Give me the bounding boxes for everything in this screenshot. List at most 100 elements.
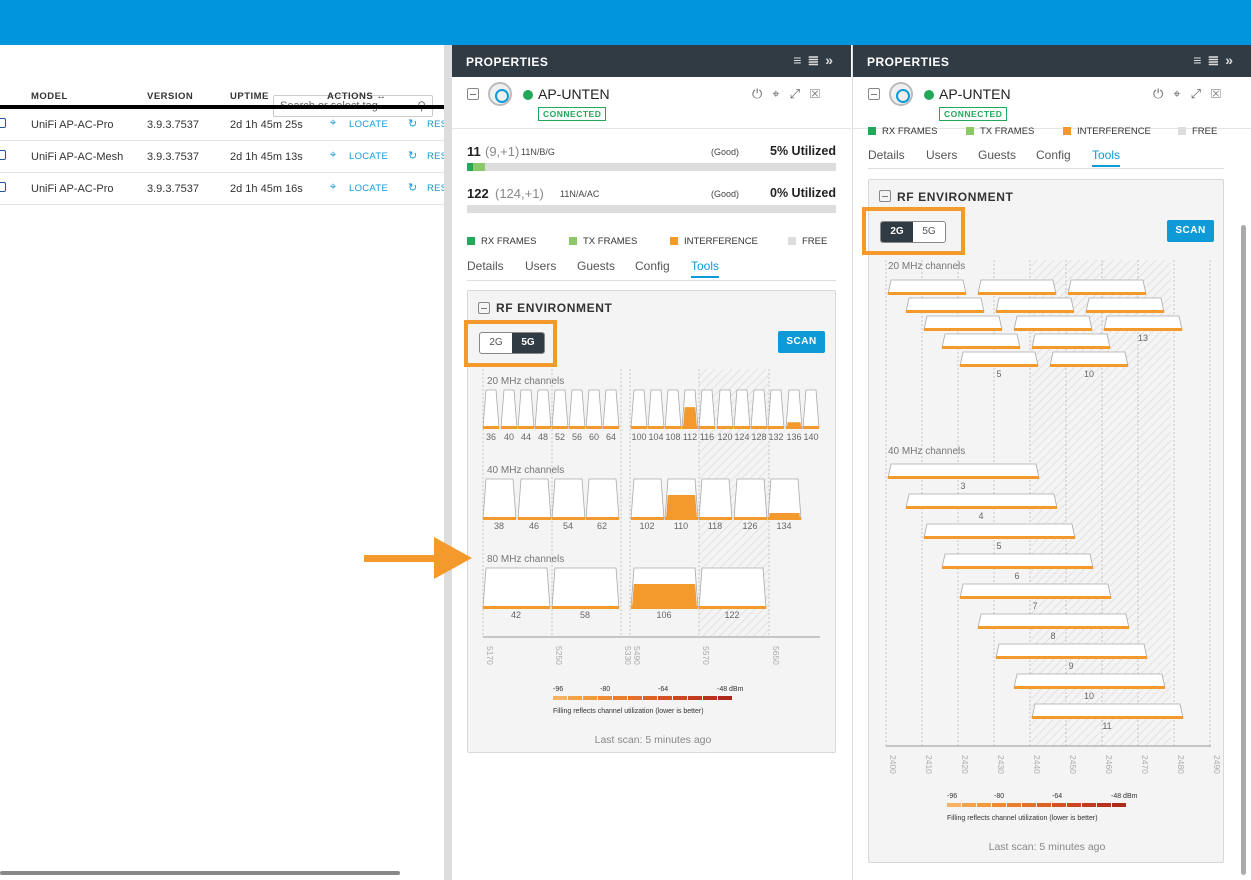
channel-label-80: 122	[724, 610, 739, 620]
dbm-swatch	[1097, 803, 1111, 807]
col-uptime[interactable]: UPTIME	[230, 91, 269, 102]
status-badge: CONNECTED	[538, 107, 607, 121]
legend-swatch	[1063, 127, 1071, 135]
expand-icon[interactable]: ⤢	[789, 86, 811, 101]
locate-button[interactable]: LOCATE	[349, 151, 389, 162]
channel-40-38	[482, 478, 517, 520]
tab-config[interactable]: Config	[1036, 148, 1071, 162]
tab-tools[interactable]: Tools	[691, 259, 720, 278]
channel-20-4-bar	[942, 346, 1020, 349]
restart-button[interactable]: REST	[427, 151, 446, 162]
channel-20-3-bar	[924, 328, 1002, 331]
rf-title: RF ENVIRONMENT	[897, 190, 1014, 204]
vertical-scrollbar[interactable]	[1241, 225, 1246, 875]
table-row[interactable]: UniFi AP-AC-Mesh 3.9.3.7537 2d 1h 45m 13s ⌖…	[0, 141, 446, 173]
restart-button[interactable]: REST	[427, 119, 446, 130]
channel-label-20: 132	[768, 432, 783, 442]
channel-20-132	[767, 389, 785, 429]
radio-ext: (124,+1)	[495, 186, 544, 201]
freq-tick: 2440	[1032, 755, 1042, 774]
locate-icon[interactable]: ⌖	[330, 181, 337, 193]
table-row[interactable]: UniFi AP-AC-Pro 3.9.3.7537 2d 1h 45m 25s ⌖ L…	[0, 109, 446, 141]
locate-icon[interactable]: ⌖	[1173, 86, 1191, 101]
table-row[interactable]: UniFi AP-AC-Pro 3.9.3.7537 2d 1h 45m 16s ⌖ L…	[0, 173, 446, 205]
collapse-button[interactable]	[467, 88, 479, 100]
device-icon	[0, 150, 6, 160]
freq-tick: 5650	[771, 646, 781, 665]
channel-20-5-bar	[960, 364, 1038, 367]
locate-icon[interactable]: ⌖	[330, 117, 337, 129]
dbm-swatch	[643, 696, 657, 700]
channel-20-44-bar	[518, 426, 534, 429]
restart-icon[interactable]: ↻	[408, 150, 418, 162]
radio-utilization: 5% Utilized	[770, 144, 836, 158]
horizontal-scrollbar[interactable]	[0, 871, 400, 875]
tab-tools[interactable]: Tools	[1092, 148, 1121, 167]
col-version[interactable]: VERSION	[147, 91, 194, 102]
tab-details[interactable]: Details	[868, 148, 905, 162]
ch40-label: 40 MHz channels	[487, 465, 564, 476]
band-5g-button[interactable]: 5G	[512, 333, 544, 353]
channel-chart-5g: 20 MHz channels 36 40 44 48 52 56 60 64 100 104 108…	[482, 369, 820, 746]
collapse-icon[interactable]: »	[825, 52, 839, 68]
expand-icon[interactable]: ⤢	[1190, 86, 1212, 101]
col-model[interactable]: MODEL	[31, 91, 68, 102]
radio-channel: 11	[467, 144, 481, 159]
rf-collapse-button[interactable]	[879, 190, 891, 202]
legend-swatch	[1178, 127, 1186, 135]
power-icon[interactable]: ⏻	[1153, 86, 1174, 101]
scan-button[interactable]: SCAN	[1167, 220, 1214, 242]
channel-20-2-bar	[906, 310, 984, 313]
channel-40-7-bar	[960, 596, 1111, 599]
band-2g-button[interactable]: 2G	[489, 337, 503, 348]
dbm-swatch	[613, 696, 627, 700]
band-2g-button[interactable]: 2G	[881, 222, 913, 242]
channel-20-132-bar	[768, 426, 784, 429]
panel-header-tools[interactable]: ≡≣»	[793, 52, 839, 69]
tab-details[interactable]: Details	[467, 259, 504, 273]
tab-users[interactable]: Users	[926, 148, 958, 162]
menu-icon[interactable]: ≣	[807, 52, 826, 68]
channel-40-8	[977, 613, 1130, 629]
scan-button[interactable]: SCAN	[778, 331, 825, 353]
panel-divider[interactable]	[444, 45, 452, 880]
band-5g-button[interactable]: 5G	[922, 226, 936, 237]
channel-20-9	[1031, 333, 1111, 349]
channel-20-112-fill	[683, 407, 697, 428]
panel-header-tools[interactable]: ≡≣»	[1193, 52, 1239, 69]
channel-label-40: 4	[978, 511, 983, 521]
channel-20-12-bar	[1086, 310, 1164, 313]
legend-swatch	[467, 237, 475, 245]
tab-users[interactable]: Users	[525, 259, 557, 273]
channel-label-20: 64	[606, 432, 616, 442]
locate-button[interactable]: LOCATE	[349, 119, 389, 130]
channel-label-40: 9	[1068, 661, 1073, 671]
last-scan: Last scan: 5 minutes ago	[595, 734, 712, 746]
restart-icon[interactable]: ↻	[408, 118, 418, 130]
collapse-button[interactable]	[868, 88, 880, 100]
restart-icon[interactable]: ↻	[408, 182, 418, 194]
legend-label: RX FRAMES	[481, 236, 537, 247]
channel-40-118-bar	[699, 517, 732, 520]
dbm-swatch	[1007, 803, 1021, 807]
restart-button[interactable]: REST	[427, 183, 446, 194]
legend-label: TX FRAMES	[980, 126, 1035, 137]
channel-label-40: 3	[960, 481, 965, 491]
tab-config[interactable]: Config	[635, 259, 670, 273]
power-icon[interactable]: ⏻	[752, 86, 773, 101]
close-icon[interactable]: ☒	[810, 86, 830, 101]
locate-icon[interactable]: ⌖	[330, 149, 337, 161]
tab-guests[interactable]: Guests	[577, 259, 616, 273]
sort-icon[interactable]: ≡	[793, 52, 808, 68]
channel-label-20: 5	[996, 369, 1001, 379]
collapse-icon[interactable]: »	[1225, 52, 1239, 68]
menu-icon[interactable]: ≣	[1207, 52, 1226, 68]
tab-guests[interactable]: Guests	[978, 148, 1017, 162]
locate-button[interactable]: LOCATE	[349, 183, 389, 194]
close-icon[interactable]: ☒	[1211, 86, 1231, 101]
sort-icon[interactable]: ≡	[1193, 52, 1208, 68]
col-actions[interactable]: ACTIONS ↔	[327, 91, 386, 102]
rf-collapse-button[interactable]	[478, 302, 490, 314]
locate-icon[interactable]: ⌖	[772, 86, 790, 101]
dbm-swatch	[688, 696, 702, 700]
